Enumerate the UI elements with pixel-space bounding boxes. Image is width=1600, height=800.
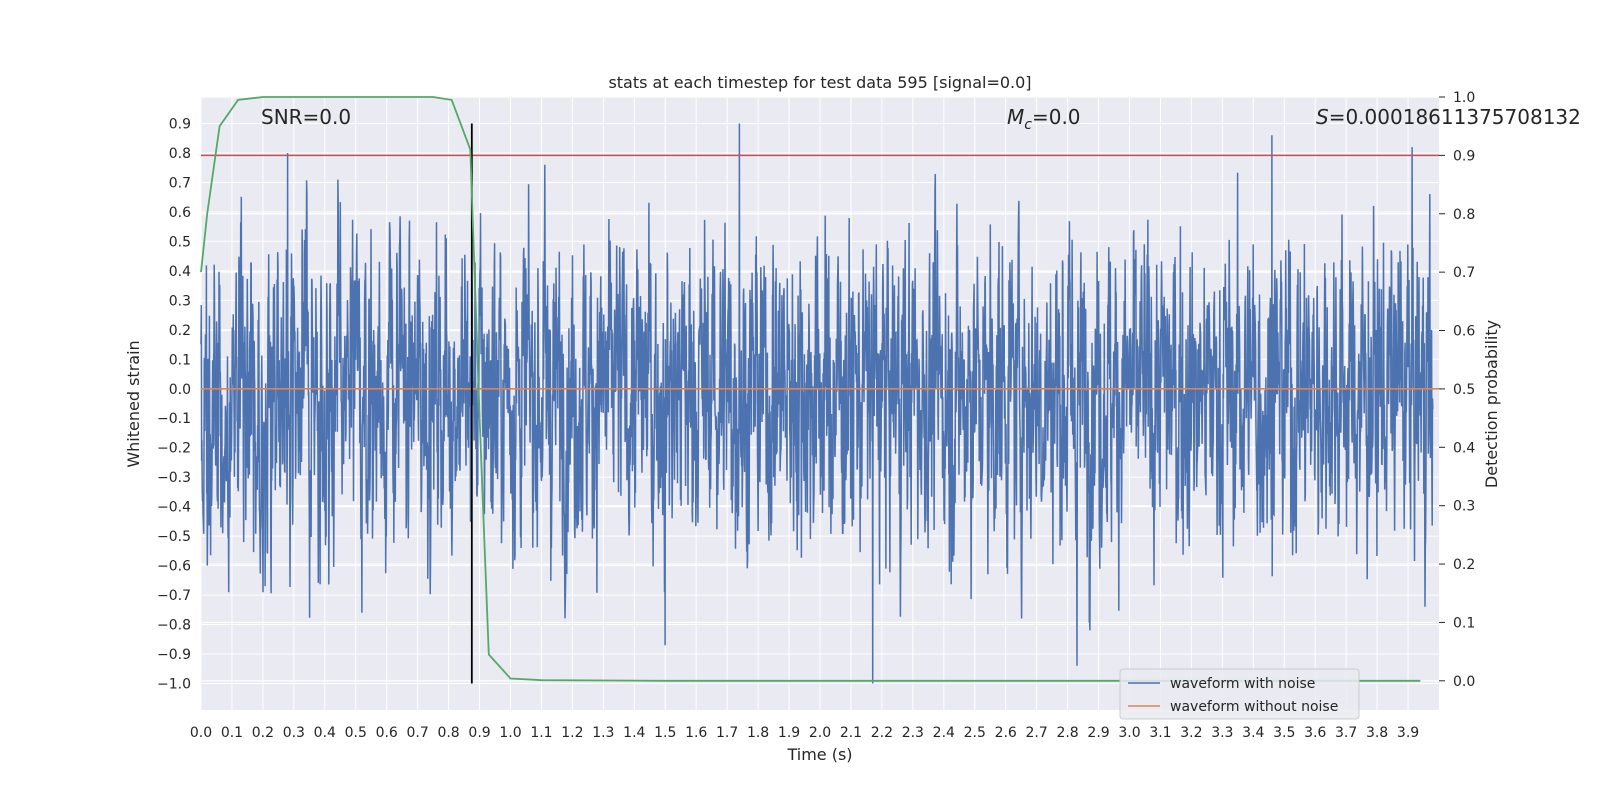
x-tick-label: 3.6 — [1304, 725, 1326, 741]
y-tick-label: −0.3 — [157, 470, 191, 486]
x-tick-label: 1.5 — [654, 725, 676, 741]
y-right-axis-label: Detection probability — [1482, 320, 1501, 488]
legend-label-clean: waveform without noise — [1170, 699, 1338, 715]
x-tick-label: 3.2 — [1180, 725, 1202, 741]
y-tick-label: −0.9 — [157, 647, 191, 663]
s-symbol: S — [1316, 105, 1329, 129]
y-tick-label: −0.7 — [157, 588, 191, 604]
legend-box — [1119, 668, 1360, 720]
y-tick-label: 0.4 — [169, 264, 191, 280]
x-tick-label: 3.5 — [1273, 725, 1295, 741]
y-tick-labels: 0.9 0.8 0.7 0.6 0.5 0.4 0.3 0.2 0.1 0.0 −0.1 −0.2 −0… — [157, 117, 191, 693]
y-right-tick-label: 0.0 — [1453, 674, 1475, 690]
y-axis-label: Whitened strain — [124, 340, 143, 467]
waveform-with-noise-line — [200, 123, 1434, 684]
x-tick-label: 1.2 — [561, 725, 583, 741]
x-tick-label: 2.0 — [809, 725, 831, 741]
x-tick-label: 3.8 — [1366, 725, 1388, 741]
x-tick-label: 0.7 — [407, 725, 429, 741]
y-right-tick-labels: 1.0 0.9 0.8 0.7 0.6 0.5 0.4 0.3 0.2 0.1 0.0 — [1439, 90, 1475, 690]
y-tick-label: −0.1 — [157, 411, 191, 427]
x-tick-label: 1.0 — [499, 725, 521, 741]
x-tick-label: 3.4 — [1242, 725, 1264, 741]
x-tick-label: 2.9 — [1087, 725, 1109, 741]
y-right-tick-label: 0.2 — [1453, 557, 1475, 573]
mc-annotation: Mc=0.0 — [1007, 105, 1081, 133]
x-tick-label: 0.9 — [468, 725, 490, 741]
y-tick-label: 0.7 — [169, 175, 191, 191]
y-right-tick-label: 0.9 — [1453, 148, 1475, 164]
y-tick-label: −0.5 — [157, 529, 191, 545]
s-annotation: S=0.00018611375708132 — [1316, 105, 1581, 129]
y-tick-label: −0.8 — [157, 618, 191, 634]
x-tick-label: 0.8 — [437, 725, 459, 741]
x-tick-label: 1.9 — [778, 725, 800, 741]
x-tick-label: 3.1 — [1149, 725, 1171, 741]
y-tick-label: 0.0 — [169, 382, 191, 398]
x-tick-label: 2.8 — [1056, 725, 1078, 741]
y-tick-label: −0.2 — [157, 441, 191, 457]
x-tick-label: 2.7 — [1026, 725, 1048, 741]
noise-series — [200, 123, 1434, 684]
y-right-tick-label: 0.7 — [1453, 265, 1475, 281]
chart-title: stats at each timestep for test data 595… — [608, 73, 1031, 92]
legend-label-noise: waveform with noise — [1170, 676, 1315, 692]
mc-value: =0.0 — [1032, 105, 1081, 129]
x-tick-label: 0.6 — [376, 725, 398, 741]
legend: waveform with noise waveform without noi… — [1119, 668, 1360, 720]
y-tick-label: −0.4 — [157, 500, 191, 516]
x-tick-label: 2.2 — [871, 725, 893, 741]
mc-symbol: M — [1007, 105, 1024, 129]
x-tick-label: 1.7 — [716, 725, 738, 741]
x-tick-label: 2.1 — [840, 725, 862, 741]
y-tick-label: 0.5 — [169, 234, 191, 250]
x-tick-label: 0.0 — [190, 725, 212, 741]
x-axis-label: Time (s) — [786, 745, 852, 764]
x-tick-label: 0.5 — [345, 725, 367, 741]
x-tick-label: 1.4 — [623, 725, 645, 741]
x-tick-label: 0.2 — [252, 725, 274, 741]
x-tick-labels: 0.0 0.1 0.2 0.3 0.4 0.5 0.6 0.7 0.8 0.9 1.0 1.1 1.2 1… — [190, 725, 1419, 741]
x-tick-label: 3.0 — [1118, 725, 1140, 741]
y-tick-label: 0.8 — [169, 146, 191, 162]
y-right-tick-label: 1.0 — [1453, 90, 1475, 106]
x-tick-label: 2.6 — [995, 725, 1017, 741]
y-tick-label: −1.0 — [157, 676, 191, 692]
x-tick-label: 3.3 — [1211, 725, 1233, 741]
y-tick-label: 0.2 — [169, 323, 191, 339]
x-tick-label: 0.4 — [314, 725, 336, 741]
x-tick-label: 1.6 — [685, 725, 707, 741]
x-tick-label: 0.3 — [283, 725, 305, 741]
y-right-tick-label: 0.3 — [1453, 499, 1475, 515]
y-tick-label: 0.1 — [169, 352, 191, 368]
y-right-tick-label: 0.1 — [1453, 615, 1475, 631]
y-right-tick-label: 0.8 — [1453, 207, 1475, 223]
y-right-tick-label: 0.4 — [1453, 440, 1475, 456]
y-tick-label: 0.3 — [169, 293, 191, 309]
x-tick-label: 1.8 — [747, 725, 769, 741]
y-tick-label: 0.9 — [169, 117, 191, 133]
mc-subscript: c — [1024, 117, 1032, 133]
x-tick-label: 2.3 — [902, 725, 924, 741]
y-tick-label: −0.6 — [157, 559, 191, 575]
x-tick-label: 3.7 — [1335, 725, 1357, 741]
x-tick-label: 1.1 — [530, 725, 552, 741]
s-value: =0.00018611375708132 — [1329, 105, 1581, 129]
x-tick-label: 2.4 — [933, 725, 955, 741]
overlay-lines — [200, 96, 1439, 684]
x-tick-label: 1.3 — [592, 725, 614, 741]
detection-probability-line — [200, 96, 1421, 682]
y-tick-label: 0.6 — [169, 205, 191, 221]
y-right-tick-label: 0.6 — [1453, 324, 1475, 340]
x-tick-label: 2.5 — [964, 725, 986, 741]
x-tick-label: 3.9 — [1397, 725, 1419, 741]
x-tick-label: 0.1 — [221, 725, 243, 741]
y-right-tick-label: 0.5 — [1453, 382, 1475, 398]
snr-annotation: SNR=0.0 — [261, 105, 351, 129]
